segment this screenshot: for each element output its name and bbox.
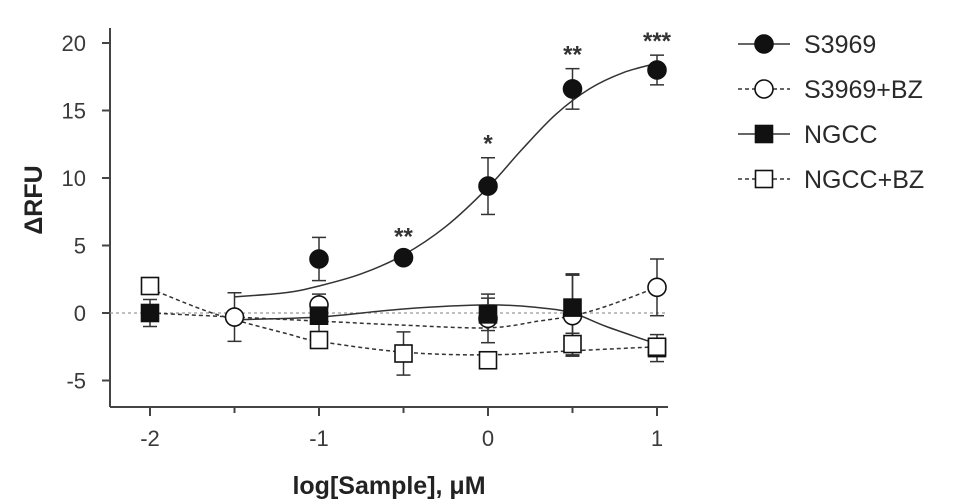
legend-marker-s3969-bz: [754, 79, 774, 99]
point-ngcc: [140, 303, 160, 323]
y-tick-label: 15: [62, 99, 86, 124]
point-s3969: [647, 60, 667, 80]
point-ngcc: [563, 298, 582, 317]
point-ngcc-bz: [647, 337, 667, 357]
point-ngcc-bz: [309, 330, 329, 350]
point-s3969-bz: [647, 277, 667, 298]
x-tick-label: -2: [140, 426, 160, 451]
fit-curve-s3969: [234, 62, 658, 298]
legend-label-s3969-bz: S3969+BZ: [804, 76, 923, 104]
y-axis-title: ΔRFU: [20, 165, 48, 234]
fit-curve-s3969-bz: [149, 286, 658, 329]
fit-curve-ngcc: [234, 304, 658, 345]
x-tick-label: 0: [482, 426, 494, 451]
point-s3969: [478, 176, 498, 196]
point-s3969-bz: [224, 307, 245, 327]
point-ngcc-bz: [563, 334, 582, 354]
point-s3969: [309, 249, 329, 269]
y-tick-label: 10: [62, 166, 86, 191]
y-tick-label: 5: [74, 234, 86, 259]
x-axis-title: log[Sample], μM: [292, 472, 485, 500]
legend-label-ngcc-bz: NGCC+BZ: [804, 166, 924, 194]
point-s3969: [393, 247, 414, 268]
legend-marker-ngcc: [754, 124, 774, 144]
x-ticks: -2 -1 0 1: [140, 407, 663, 451]
significance-mark: ***: [643, 28, 672, 55]
point-ngcc: [309, 306, 329, 326]
legend: S3969 S3969+BZ NGCC NGCC+BZ: [738, 31, 924, 194]
y-tick-label: -5: [66, 369, 86, 394]
point-ngcc-bz: [478, 350, 498, 370]
x-tick-label: -1: [309, 426, 329, 451]
significance-mark: **: [563, 41, 582, 68]
error-bars: [143, 54, 664, 376]
point-s3969: [562, 79, 583, 99]
y-tick-label: 0: [74, 301, 86, 326]
point-ngcc-bz: [394, 344, 413, 363]
fit-curve-ngcc-bz: [149, 288, 658, 356]
axes: -5 0 5 10 15 20 -2 -1 0 1: [62, 28, 668, 451]
point-ngcc-bz: [140, 276, 160, 296]
data-points: [140, 60, 667, 370]
legend-marker-ngcc-bz: [754, 169, 774, 189]
significance-mark: **: [394, 224, 413, 251]
x-tick-label: 1: [651, 426, 663, 451]
legend-marker-s3969: [754, 34, 774, 54]
point-ngcc: [478, 305, 498, 324]
y-tick-label: 20: [62, 31, 86, 56]
legend-label-s3969: S3969: [804, 31, 876, 59]
legend-label-ngcc: NGCC: [804, 121, 878, 149]
significance-mark: *: [483, 131, 493, 158]
significance-annotations: ***** ***: [394, 28, 672, 251]
y-ticks: -5 0 5 10 15 20: [62, 31, 110, 394]
